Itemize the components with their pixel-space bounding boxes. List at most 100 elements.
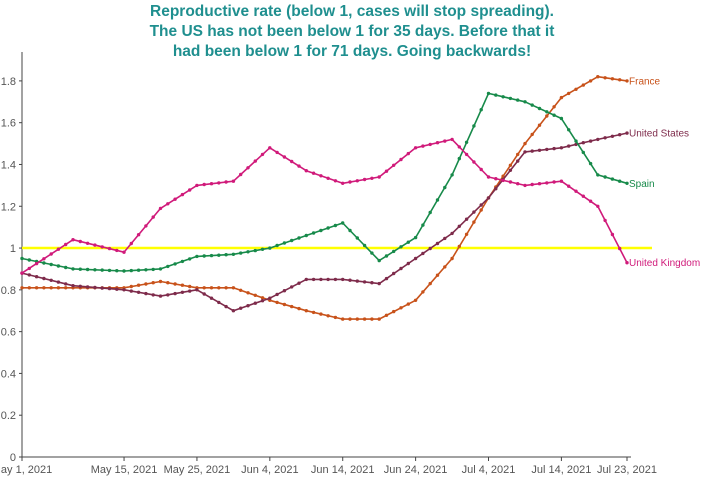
data-point [341,277,345,282]
data-point [603,136,607,140]
data-point [297,164,301,168]
data-point [34,275,39,279]
data-point [552,180,556,184]
data-point [180,259,185,264]
data-point [596,204,600,208]
data-point [27,273,31,277]
data-point [457,145,461,149]
data-point [392,163,396,167]
data-point [20,286,24,290]
data-point [63,242,68,247]
data-point [115,248,119,253]
data-point [231,252,236,256]
data-point [362,317,367,321]
data-point [100,268,104,272]
data-point [421,251,425,256]
data-point [326,176,330,180]
data-point [384,276,389,281]
data-point [457,224,461,228]
data-point [588,79,593,83]
series-label: United States [629,129,689,140]
data-point [370,281,374,285]
data-point [581,83,585,87]
data-point [224,304,228,309]
data-point [290,159,294,164]
data-point [158,267,163,271]
data-point [246,304,250,308]
data-point [260,247,265,251]
data-point [603,76,607,80]
data-point [530,103,534,107]
data-point [348,317,352,321]
data-point [508,96,513,101]
data-point [421,290,425,294]
data-point [282,302,287,307]
data-point [100,245,104,249]
data-point [341,221,345,225]
data-point [523,100,527,104]
data-point [581,141,585,145]
data-point [574,87,578,92]
data-point [188,257,192,261]
data-point [71,238,75,242]
data-point [158,294,163,298]
data-point [413,298,418,302]
data-point [224,253,228,257]
data-point [107,246,112,251]
x-tick-label: May 25, 2021 [164,464,231,476]
data-point [282,241,287,245]
data-point [246,291,250,295]
data-point [78,239,83,244]
data-point [567,91,571,96]
data-point [625,79,629,83]
data-point [166,281,170,285]
data-point [406,240,410,244]
y-tick-label: 0.4 [1,368,16,380]
data-point [290,304,294,309]
data-point [326,226,330,230]
data-point [399,157,403,162]
y-tick-label: 1 [10,243,16,255]
data-point [501,95,505,99]
data-point [486,91,491,96]
data-point [202,292,206,296]
data-point [158,206,163,211]
data-point [151,293,155,297]
data-point [129,284,133,289]
data-point [559,116,564,121]
data-point [377,175,381,179]
data-point [625,261,629,265]
data-point [253,293,257,297]
data-point [260,152,265,157]
data-point [355,317,359,321]
data-point [559,179,564,183]
y-tick-label: 0.6 [1,327,16,339]
data-point [377,281,381,286]
data-point [122,250,126,254]
data-point [537,182,542,186]
data-point [588,139,593,143]
data-point [428,142,432,147]
data-point [209,182,214,186]
data-point [217,181,221,185]
data-point [428,210,432,215]
data-point [209,286,214,290]
data-point [464,140,469,144]
series-label: France [629,76,661,87]
x-tick-label: May 15, 2021 [91,464,158,476]
data-point [319,312,323,316]
data-point [479,208,483,212]
data-point [129,268,133,273]
data-point [158,279,163,284]
data-point [260,299,265,303]
data-point [516,152,520,157]
data-point [85,241,90,245]
data-point [567,128,571,132]
data-point [107,268,112,273]
data-point [523,183,527,188]
data-point [115,269,119,273]
data-point [516,98,520,102]
data-point [202,254,206,258]
data-point [27,258,31,262]
